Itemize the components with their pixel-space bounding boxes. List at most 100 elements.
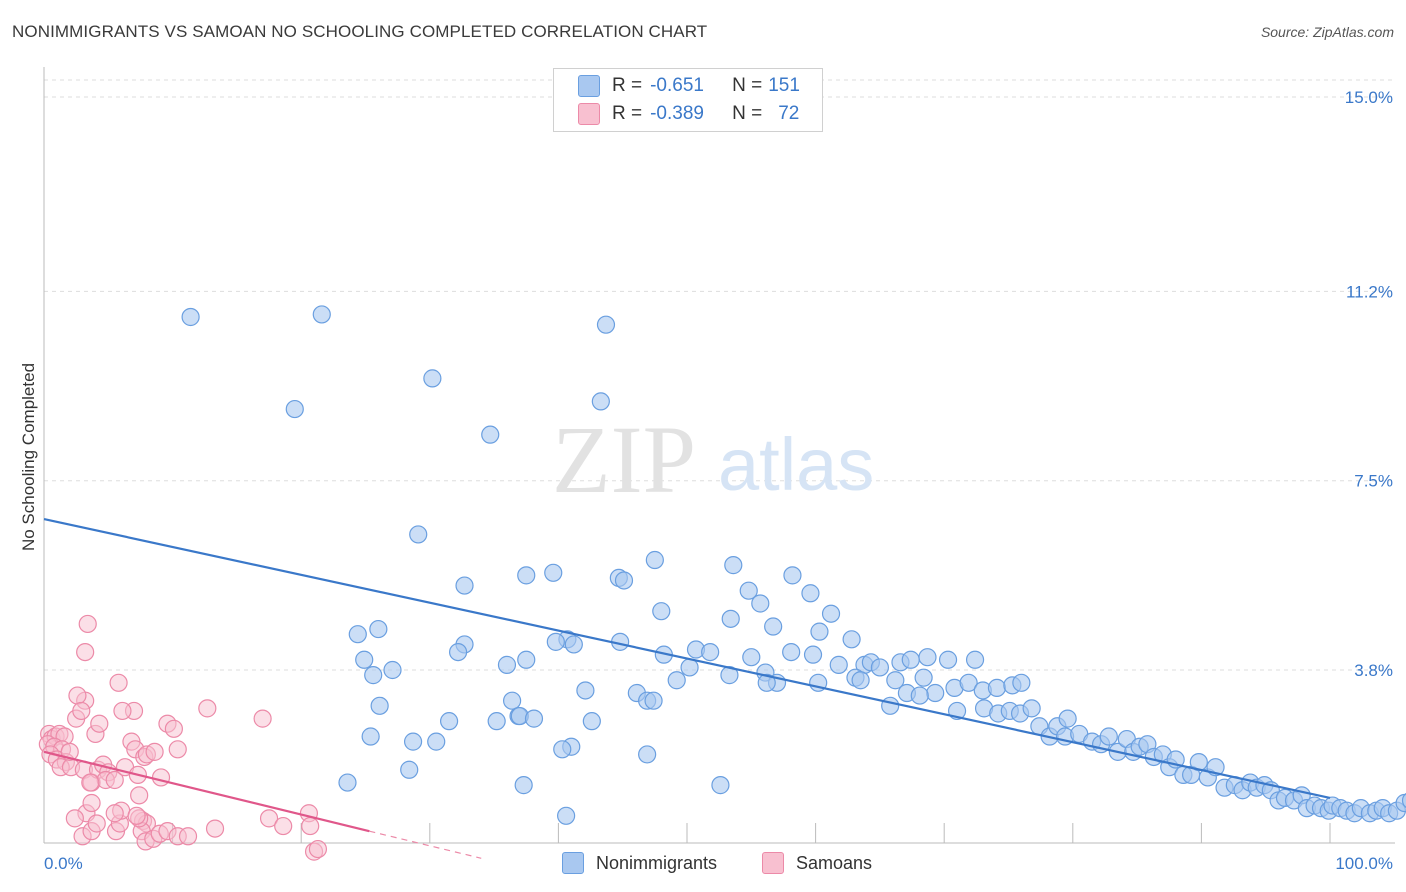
legend-r-value: -0.651 [650, 75, 704, 96]
nonimmigrants-point [803, 645, 823, 664]
chart-title: NONIMMIGRANTS VS SAMOAN NO SCHOOLING COM… [12, 22, 708, 41]
nonimmigrants-point [370, 696, 389, 715]
nonimmigrants-point [870, 658, 890, 677]
legend-n-value: 72 [778, 103, 800, 124]
nonimmigrants-point [938, 650, 958, 669]
samoans-point [76, 642, 95, 662]
nonimmigrants-point [881, 696, 900, 715]
nonimmigrants-point [369, 619, 388, 639]
legend-row-samoans: R = -0.389 N = 72 [578, 101, 799, 127]
samoans-point [178, 827, 198, 846]
nonimmigrants-point [1189, 752, 1208, 772]
legend-swatch-blue [562, 852, 584, 874]
legend-r-value: -0.389 [650, 103, 704, 124]
samoans-point [274, 816, 293, 836]
samoans-point [127, 806, 146, 825]
nonimmigrants-point [701, 642, 720, 662]
legend-n-value: 151 [768, 75, 800, 96]
nonimmigrants-point [667, 671, 686, 690]
nonimmigrants-point [596, 315, 616, 334]
nonimmigrants-point [517, 566, 536, 585]
legend-swatch-blue [578, 75, 600, 97]
nonimmigrants-point [524, 709, 544, 728]
samoans-point [81, 773, 100, 792]
samoans-point [145, 742, 164, 761]
samoans-point [151, 768, 171, 787]
watermark-zip: ZIP [552, 406, 696, 513]
samoans-point [164, 719, 183, 738]
nonimmigrants-point [514, 776, 533, 795]
legend-row-nonimmigrants: R = -0.651 N = 151 [578, 73, 800, 99]
samoans-point [72, 701, 91, 721]
axes [43, 67, 1395, 844]
nonimmigrants-point [829, 655, 848, 674]
legend-label-samoans: Samoans [796, 852, 873, 873]
legend-item-samoans[interactable]: Samoans [762, 852, 872, 874]
samoans-points [38, 614, 328, 861]
series-legend: Nonimmigrants Samoans [0, 852, 1406, 878]
nonimmigrants-point [842, 630, 861, 649]
legend-n-label: N = [732, 103, 763, 124]
nonimmigrants-point [782, 642, 801, 662]
nonimmigrants-point [338, 773, 357, 792]
samoans-trend-extension [369, 830, 482, 859]
y-tick-label: 11.2% [1346, 282, 1393, 301]
samoans-point [259, 809, 279, 828]
nonimmigrants-point [348, 625, 367, 644]
nonimmigrants-point [1401, 792, 1406, 809]
watermark: ZIP atlas [552, 406, 874, 513]
samoans-point [205, 819, 225, 838]
samoans-point [78, 614, 97, 634]
samoans-point [109, 673, 128, 692]
nonimmigrants-point [764, 617, 783, 636]
nonimmigrants-point [926, 683, 945, 703]
nonimmigrants-point [439, 712, 459, 731]
legend-item-nonimmigrants[interactable]: Nonimmigrants [562, 852, 717, 874]
nonimmigrants-point [959, 673, 978, 692]
samoans-point [65, 809, 84, 828]
gridlines [44, 79, 1395, 671]
nonimmigrants-point [739, 581, 758, 600]
nonimmigrants-point [711, 776, 730, 795]
nonimmigrants-point [910, 686, 929, 705]
nonimmigrants-point [901, 650, 920, 669]
nonimmigrants-point [312, 305, 331, 324]
nonimmigrants-point [423, 369, 442, 388]
x-tick-label: 100.0% [1335, 854, 1393, 873]
y-tick-label: 15.0% [1345, 88, 1393, 107]
nonimmigrants-point [783, 566, 802, 585]
correlation-legend: R = -0.651 N = 151 R = -0.389 N = 72 [553, 68, 823, 132]
nonimmigrants-point [361, 727, 380, 746]
nonimmigrants-point [851, 671, 870, 690]
trend-lines [43, 518, 1331, 859]
nonimmigrants-point [455, 576, 474, 595]
nonimmigrants-point [721, 609, 740, 628]
nonimmigrants-point [751, 594, 770, 613]
nonimmigrants-point [181, 307, 200, 327]
nonimmigrants-point [886, 671, 905, 690]
nonimmigrants-point [448, 642, 468, 662]
nonimmigrants-point [553, 740, 572, 759]
samoans-point [253, 709, 272, 728]
nonimmigrants-point [591, 392, 610, 411]
legend-swatch-pink [762, 852, 784, 874]
nonimmigrants-point [918, 648, 937, 667]
samoans-point [113, 701, 132, 721]
samoans-point [308, 839, 328, 859]
samoans-point [301, 816, 320, 836]
nonimmigrants-point [481, 425, 500, 444]
samoans-point [168, 740, 187, 759]
samoans-point [130, 786, 149, 805]
nonimmigrants-point [987, 678, 1007, 698]
nonimmigrants-point [544, 563, 563, 582]
nonimmigrants-point [403, 732, 423, 751]
nonimmigrants-point [645, 550, 664, 570]
nonimmigrants-point [497, 655, 517, 674]
legend-swatch-pink [578, 103, 600, 125]
nonimmigrants-point [801, 584, 820, 603]
y-tick-label: 3.8% [1354, 661, 1393, 680]
samoans-point [105, 770, 124, 790]
nonimmigrants-point [1058, 709, 1077, 728]
nonimmigrants-point [383, 660, 402, 680]
nonimmigrants-point [614, 571, 634, 590]
